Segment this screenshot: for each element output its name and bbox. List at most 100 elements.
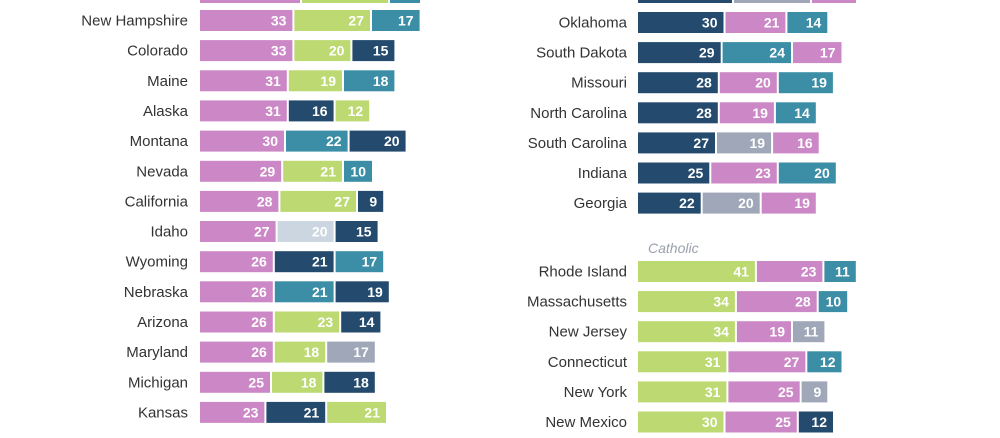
state-label-wyoming: Wyoming	[126, 254, 188, 271]
bar-segment-arizona-1	[274, 311, 340, 333]
state-label-alaska: Alaska	[143, 103, 189, 120]
bar-segment-new-jersey-2	[793, 321, 825, 343]
bar-value-label-south-carolina-2: 16	[797, 135, 813, 151]
bar-value-label-alaska-2: 12	[348, 103, 364, 119]
bar-segment-connecticut-1	[728, 351, 806, 373]
bar-segment-california-2	[358, 190, 384, 212]
bar-value-label-nevada-0: 29	[260, 163, 276, 179]
bar-segment-missouri-1	[719, 72, 777, 94]
state-label-california: California	[125, 193, 189, 210]
bar-value-label-new-mexico-1: 25	[775, 414, 791, 430]
bar-segment-wyoming-2	[335, 251, 384, 273]
bar-value-label-nebraska-2: 19	[367, 284, 383, 300]
bar-segment-massachusetts-0	[638, 291, 735, 313]
bar-value-label-idaho-0: 27	[254, 224, 270, 240]
bar-value-label-south-carolina-0: 27	[693, 135, 709, 151]
bar-segment-missouri-0	[638, 72, 718, 94]
state-label-new-jersey: New Jersey	[549, 324, 628, 341]
bar-segment-rhode-island-1	[756, 261, 823, 282]
state-label-south-dakota: South Dakota	[536, 45, 628, 62]
bar-value-label-new-mexico-0: 30	[702, 414, 718, 430]
bar-value-label-montana-0: 30	[262, 133, 278, 149]
bar-value-label-north-carolina-0: 28	[696, 105, 712, 121]
bar-segment-nebraska-0	[200, 281, 273, 303]
bar-value-label-michigan-0: 25	[248, 374, 264, 390]
bar-segment-south-dakota-2	[793, 42, 842, 64]
bar-segment-south-carolina-0	[638, 132, 715, 154]
bar-segment-maryland-1	[274, 341, 326, 363]
state-label-oklahoma: Oklahoma	[559, 15, 628, 32]
bar-value-label-maryland-1: 18	[304, 344, 320, 360]
bar-segment-north-carolina-1	[719, 102, 774, 124]
bar-value-label-wyoming-1: 21	[312, 254, 328, 270]
bar-value-label-wyoming-0: 26	[251, 254, 267, 270]
bar-segment-nevada-2	[344, 160, 372, 182]
bar-value-label-missouri-1: 20	[755, 75, 771, 91]
bar-value-label-colorado-2: 15	[373, 43, 389, 59]
bar-value-label-maine-0: 31	[265, 73, 281, 89]
bar-value-label-arizona-2: 14	[359, 314, 375, 330]
bar-value-label-new-york-1: 25	[778, 384, 794, 400]
bar-segment-colorado-2	[352, 40, 395, 62]
bar-segment-rhode-island-2	[824, 261, 856, 282]
bar-segment-montana-0	[200, 130, 284, 152]
state-label-colorado: Colorado	[127, 43, 188, 60]
bar-value-label-missouri-0: 28	[696, 75, 712, 91]
bar-value-label-montana-1: 22	[326, 133, 342, 149]
bar-segment-new-hampshire-0	[200, 10, 293, 31]
bar-value-label-idaho-2: 15	[356, 224, 372, 240]
bar-value-label-maryland-2: 17	[353, 344, 369, 360]
bar-value-label-north-carolina-1: 19	[752, 105, 768, 121]
bar-value-label-kansas-2: 21	[364, 404, 380, 420]
bar-value-label-maryland-0: 26	[251, 344, 267, 360]
bar-segment-idaho-0	[200, 221, 276, 242]
bar-value-label-colorado-0: 33	[271, 43, 287, 59]
state-label-nevada: Nevada	[136, 163, 188, 180]
bar-segment-cropped-2	[390, 0, 420, 3]
bar-value-label-connecticut-2: 12	[820, 354, 836, 370]
state-label-new-york: New York	[564, 384, 628, 401]
bar-value-label-new-york-2: 9	[814, 384, 822, 400]
bar-segment-rhode-island-0	[638, 261, 755, 282]
bar-value-label-michigan-1: 18	[301, 374, 317, 390]
bar-segment-nebraska-1	[274, 281, 334, 303]
bar-segment-missouri-2	[778, 72, 833, 94]
bar-segment-california-1	[280, 190, 356, 212]
bar-value-label-michigan-2: 18	[353, 374, 369, 390]
bar-segment-cropped-1	[302, 0, 388, 3]
bar-value-label-alaska-1: 16	[312, 103, 328, 119]
bar-value-label-south-dakota-0: 29	[699, 45, 715, 61]
bar-segment-indiana-0	[638, 162, 710, 184]
bar-segment-arizona-0	[200, 311, 273, 333]
state-label-indiana: Indiana	[578, 165, 628, 182]
bar-segment-cropped-5	[812, 0, 856, 3]
bar-segment-montana-2	[349, 130, 406, 152]
state-label-arizona: Arizona	[137, 314, 189, 331]
bar-value-label-rhode-island-2: 11	[835, 264, 850, 280]
bar-value-label-nevada-2: 10	[350, 163, 366, 179]
bar-value-label-south-dakota-1: 24	[769, 45, 785, 61]
state-label-massachusetts: Massachusetts	[527, 294, 627, 311]
state-label-rhode-island: Rhode Island	[539, 264, 627, 281]
state-label-maine: Maine	[147, 73, 188, 90]
bar-segment-cropped-0	[200, 0, 300, 3]
bar-value-label-rhode-island-0: 41	[733, 264, 749, 280]
bar-segment-oklahoma-1	[725, 12, 786, 33]
bar-segment-alaska-1	[288, 100, 334, 122]
bar-value-label-new-mexico-2: 12	[811, 414, 827, 430]
bar-segment-new-york-0	[638, 381, 727, 403]
bar-segment-georgia-1	[702, 192, 760, 214]
bar-value-label-nebraska-0: 26	[251, 284, 267, 300]
bar-segment-new-hampshire-2	[372, 10, 420, 31]
bar-segment-kansas-1	[266, 401, 326, 423]
bar-segment-nevada-0	[200, 160, 282, 182]
bar-segment-maryland-2	[327, 341, 375, 363]
state-label-montana: Montana	[130, 133, 189, 150]
bar-value-label-new-hampshire-2: 17	[398, 13, 414, 29]
bar-segment-connecticut-0	[638, 351, 727, 373]
bar-value-label-kansas-0: 23	[243, 404, 259, 420]
bar-value-label-california-2: 9	[369, 193, 377, 209]
bar-segment-maine-1	[288, 70, 342, 92]
state-label-idaho: Idaho	[150, 224, 188, 241]
bar-segment-new-mexico-1	[725, 411, 797, 433]
